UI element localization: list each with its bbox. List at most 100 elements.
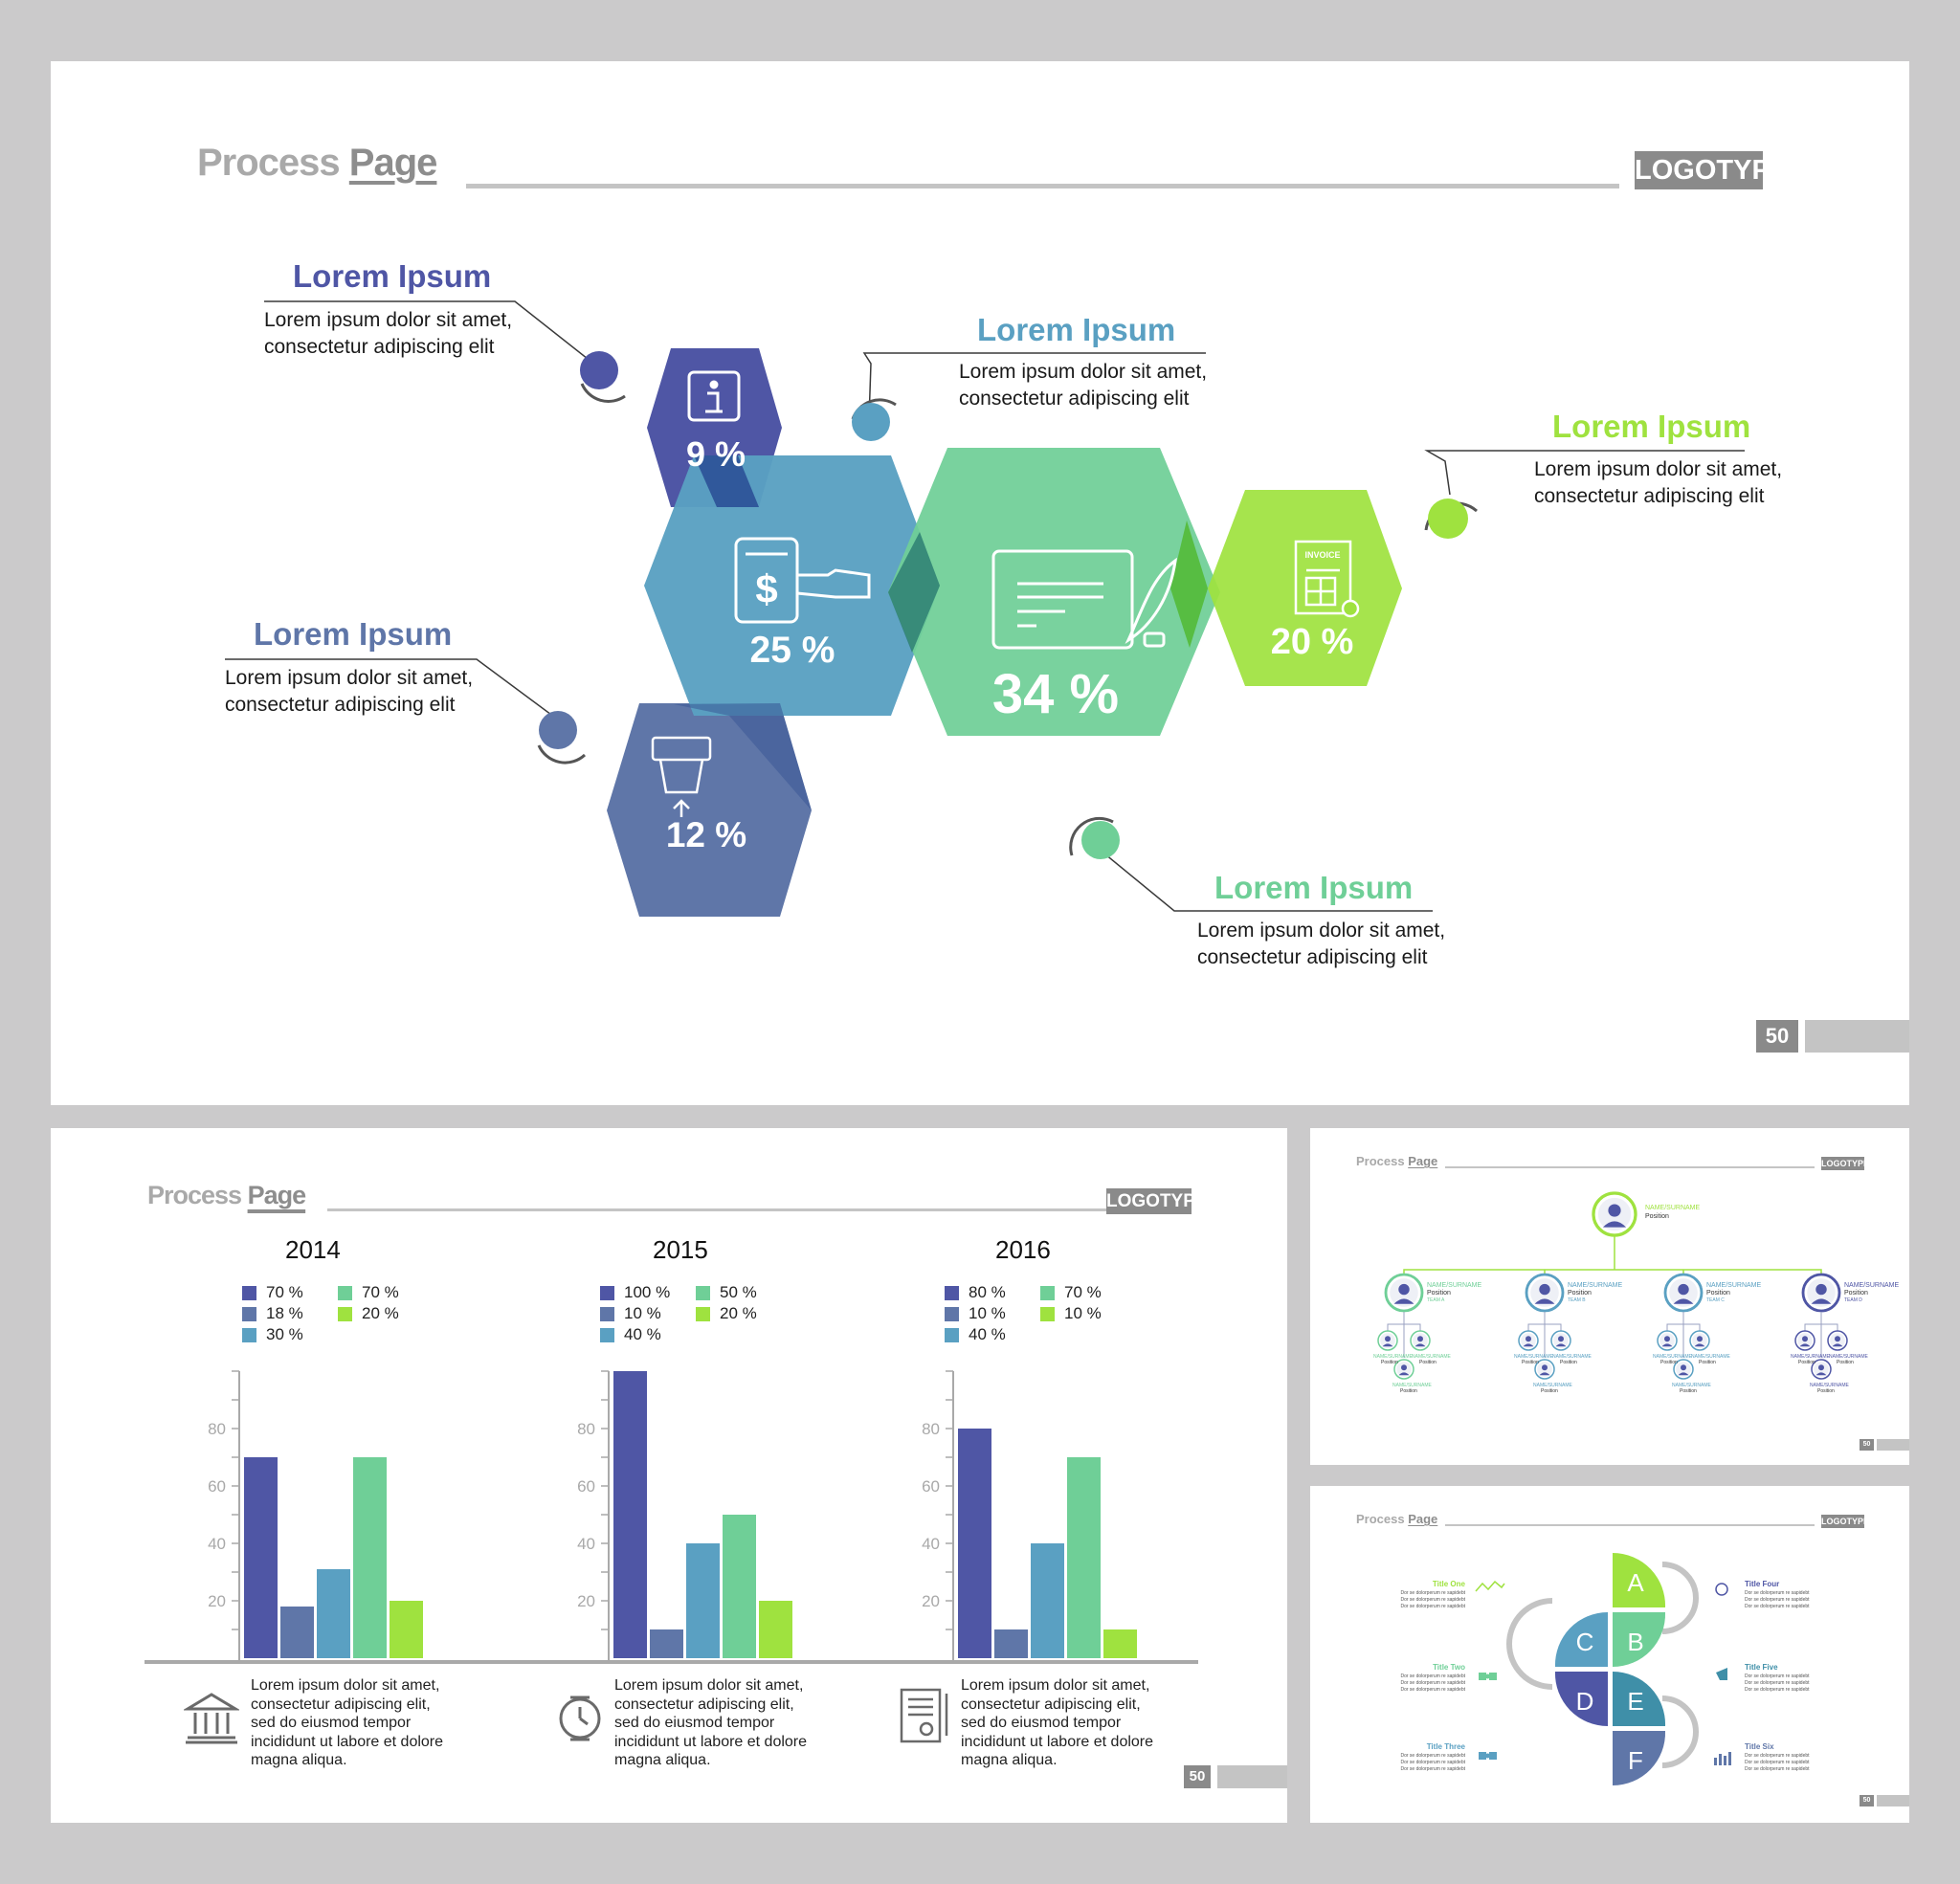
member-position: Position <box>1419 1360 1437 1365</box>
body-line: Dor se dolorperum re sapidebt <box>1745 1597 1810 1603</box>
top-name: NAME/SURNAME <box>1645 1205 1701 1211</box>
y-tick-label: 80 <box>922 1420 940 1438</box>
team-label: TEAM A <box>1427 1297 1445 1303</box>
member-name: NAME/SURNAME <box>1653 1354 1692 1360</box>
segment-diagram: A B C D E F <box>1475 1553 1731 1785</box>
body-line: Dor se dolorperum re sapidebt <box>1400 1680 1465 1686</box>
title-label: Title Three <box>1426 1742 1465 1751</box>
member-name: NAME/SURNAME <box>1810 1383 1849 1388</box>
team-position: Position <box>1568 1290 1592 1297</box>
team-position: Position <box>1427 1290 1451 1297</box>
member-avatar <box>1811 1359 1832 1380</box>
member-name: NAME/SURNAME <box>1791 1354 1830 1360</box>
team-name: NAME/SURNAME <box>1568 1282 1623 1289</box>
y-tick-label: 60 <box>208 1477 226 1496</box>
member-position: Position <box>1381 1360 1398 1365</box>
member-avatar <box>1673 1359 1694 1380</box>
legend: 100 % 50 % 10 % 20 % 40 % <box>600 1282 791 1345</box>
bar-charts: 20 40 60 80 20 40 60 80 20 40 60 80 <box>145 1370 1198 1664</box>
y-tick-label: 40 <box>577 1535 595 1553</box>
page-number: 50 <box>1860 1795 1874 1806</box>
abc-slide: Process Page LOGOTYPE A B C D E F Ti <box>1310 1486 1909 1823</box>
hexagon-value-20: 20 % <box>1270 622 1354 662</box>
segment-letter: F <box>1628 1746 1643 1775</box>
page-number: 50 <box>1860 1439 1874 1451</box>
member-position: Position <box>1522 1360 1539 1365</box>
segment-f <box>1613 1731 1666 1785</box>
team-avatar <box>1663 1273 1704 1313</box>
y-tick-label: 80 <box>577 1420 595 1438</box>
title-rule <box>466 184 1619 188</box>
member-avatar <box>1794 1330 1815 1351</box>
bar-chart: 20 40 60 80 <box>922 1370 1137 1660</box>
callout-title: Lorem Ipsum <box>1552 409 1751 444</box>
member-name: NAME/SURNAME <box>1533 1383 1572 1388</box>
logotype: LOGOTYPE <box>1106 1188 1208 1214</box>
bar-chart: 20 40 60 80 <box>577 1370 792 1660</box>
page-title: Process Page <box>1356 1512 1438 1526</box>
member-position: Position <box>1699 1360 1716 1365</box>
callout-title: Lorem Ipsum <box>1214 870 1414 905</box>
y-tick-label: 40 <box>922 1535 940 1553</box>
body-line: Dor se dolorperum re sapidebt <box>1400 1753 1465 1759</box>
body-line: Dor se dolorperum re sapidebt <box>1400 1597 1465 1603</box>
team-position: Position <box>1706 1290 1730 1297</box>
segment-d <box>1554 1672 1608 1726</box>
bar <box>613 1371 647 1658</box>
bar <box>244 1457 278 1658</box>
member-avatar <box>1657 1330 1678 1351</box>
y-tick-label: 40 <box>208 1535 226 1553</box>
title-label: Title Four <box>1745 1580 1780 1588</box>
bar <box>994 1629 1028 1658</box>
member-name: NAME/SURNAME <box>1691 1354 1730 1360</box>
title-label: Title Six <box>1745 1742 1774 1751</box>
y-tick-label: 20 <box>577 1592 595 1610</box>
bar-chart-icon <box>1714 1752 1731 1765</box>
year-label: 2016 <box>995 1235 1051 1264</box>
title-label: Title Two <box>1433 1663 1465 1672</box>
puzzle-icon <box>1479 1673 1497 1680</box>
body-line: Dor se dolorperum re sapidebt <box>1400 1604 1465 1609</box>
bar <box>759 1601 792 1658</box>
callout-desc: Lorem ipsum dolor sit amet, consectetur … <box>959 361 1208 410</box>
body-line: Dor se dolorperum re sapidebt <box>1745 1753 1810 1759</box>
title-label: Title One <box>1432 1580 1465 1588</box>
bar <box>686 1543 720 1658</box>
hexagon-25 <box>644 455 940 716</box>
hexagon-value-12: 12 % <box>665 815 747 854</box>
bar <box>390 1601 423 1658</box>
member-position: Position <box>1660 1360 1678 1365</box>
segment-letter: A <box>1627 1568 1644 1597</box>
page-bar <box>1805 1020 1909 1053</box>
member-avatar <box>1827 1330 1848 1351</box>
member-name: NAME/SURNAME <box>1829 1354 1868 1360</box>
hexagon-34 <box>888 448 1220 736</box>
member-position: Position <box>1798 1360 1815 1365</box>
hexagon-value-25: 25 % <box>749 630 835 671</box>
chart-slide: Process Page LOGOTYPE 2014 2015 2016 70 … <box>51 1128 1287 1823</box>
chart-description: Lorem ipsum dolor sit amet, consectetur a… <box>614 1677 808 1768</box>
svg-text:$: $ <box>755 566 777 611</box>
member-position: Position <box>1560 1360 1577 1365</box>
team-name: NAME/SURNAME <box>1706 1282 1762 1289</box>
bar <box>1103 1629 1137 1658</box>
bar <box>723 1515 756 1658</box>
bar <box>317 1569 350 1658</box>
title-rule <box>1445 1524 1815 1526</box>
body-line: Dor se dolorperum re sapidebt <box>1400 1673 1465 1679</box>
team-avatar <box>1384 1273 1424 1313</box>
body-line: Dor se dolorperum re sapidebt <box>1400 1766 1465 1772</box>
team-avatar <box>1525 1273 1565 1313</box>
member-position: Position <box>1541 1388 1558 1394</box>
y-tick-label: 20 <box>922 1592 940 1610</box>
callout-desc: Lorem ipsum dolor sit amet, consectetur … <box>1197 920 1446 968</box>
member-name: NAME/SURNAME <box>1412 1354 1451 1360</box>
bar <box>958 1429 991 1658</box>
svg-text:INVOICE: INVOICE <box>1304 550 1340 560</box>
page-bar <box>1877 1439 1909 1451</box>
y-tick-label: 60 <box>577 1477 595 1496</box>
member-avatar <box>1550 1330 1571 1351</box>
member-avatar <box>1410 1330 1431 1351</box>
hexagon-diagram: $ INVOICE <box>225 300 1745 917</box>
page-bar <box>1217 1765 1287 1788</box>
